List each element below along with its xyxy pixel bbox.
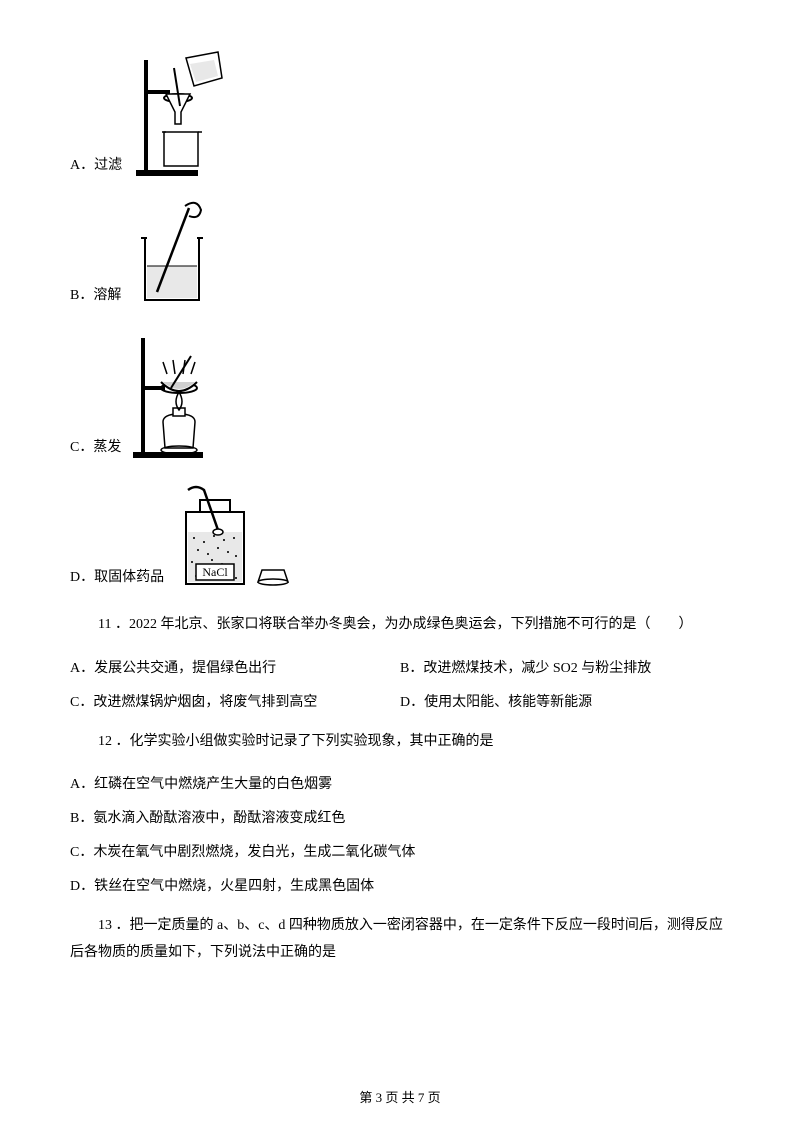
q11-option-b: B．改进燃煤技术，减少 SO2 与粉尘排放 [400,657,730,677]
q12-option-a: A．红磷在空气中燃烧产生大量的白色烟雾 [70,773,730,793]
q12-option-c: C．木炭在氧气中剧烈燃烧，发白光，生成二氧化碳气体 [70,841,730,861]
q12-option-d: D．铁丝在空气中燃烧，火星四射，生成黑色固体 [70,875,730,895]
option-b-text: 溶解 [93,288,121,303]
dissolve-diagram [127,200,217,308]
option-c-letter: C． [70,440,93,455]
q11-row1: A．发展公共交通，提倡绿色出行 B．改进燃煤技术，减少 SO2 与粉尘排放 [70,657,730,677]
filtration-diagram [128,50,233,178]
option-d-label: D．取固体药品 [70,566,164,590]
option-a-text: 过滤 [94,158,122,173]
q11-option-d: D．使用太阳能、核能等新能源 [400,691,730,711]
option-a-label: A．过滤 [70,154,122,178]
option-c-row: C．蒸发 [70,330,730,460]
q12-option-b: B．氨水滴入酚酞溶液中，酚酞溶液变成红色 [70,807,730,827]
option-b-label: B．溶解 [70,284,121,308]
option-d-row: D．取固体药品 NaCl [70,482,730,590]
option-a-letter: A． [70,158,94,173]
solid-reagent-diagram: NaCl [170,482,300,590]
option-b-letter: B． [70,288,93,303]
option-a-row: A．过滤 [70,50,730,178]
option-d-letter: D． [70,570,94,585]
q13-text: 13 ．把一定质量的 a、b、c、d 四种物质放入一密闭容器中，在一定条件下反应… [70,913,730,966]
q11-text: 11 ．2022 年北京、张家口将联合举办冬奥会，为办成绿色奥运会，下列措施不可… [70,612,730,639]
q12-text: 12 ．化学实验小组做实验时记录了下列实验现象，其中正确的是 [70,729,730,756]
q11-option-c: C．改进燃煤锅炉烟囱，将废气排到高空 [70,691,400,711]
q11-row2: C．改进燃煤锅炉烟囱，将废气排到高空 D．使用太阳能、核能等新能源 [70,691,730,711]
q11-option-a: A．发展公共交通，提倡绿色出行 [70,657,400,677]
option-b-row: B．溶解 [70,200,730,308]
page-footer: 第 3 页 共 7 页 [0,1087,800,1106]
option-d-text: 取固体药品 [94,570,164,585]
evaporation-diagram [127,330,227,460]
option-c-label: C．蒸发 [70,436,121,460]
nacl-label: NaCl [202,565,228,579]
option-c-text: 蒸发 [93,440,121,455]
